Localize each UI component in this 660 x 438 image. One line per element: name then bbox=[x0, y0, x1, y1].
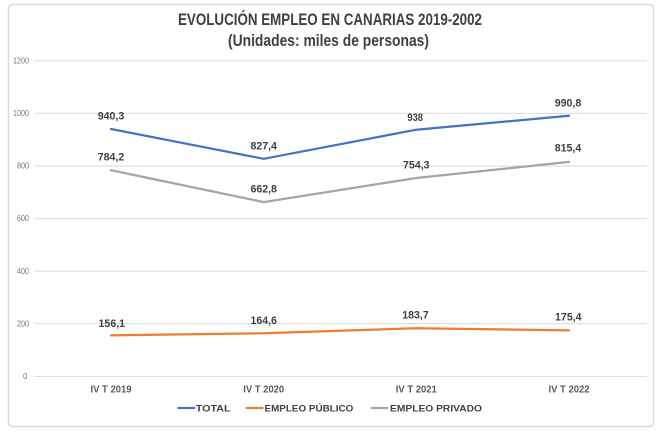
svg-text:EMPLEO PÚBLICO: EMPLEO PÚBLICO bbox=[265, 402, 354, 414]
svg-text:EVOLUCIÓN EMPLEO EN CANARIAS 2: EVOLUCIÓN EMPLEO EN CANARIAS 2019-2002 bbox=[178, 10, 482, 29]
svg-text:1200: 1200 bbox=[13, 56, 29, 65]
svg-text:183,7: 183,7 bbox=[402, 309, 429, 321]
svg-text:815,4: 815,4 bbox=[555, 143, 582, 155]
svg-text:IV T 2019: IV T 2019 bbox=[91, 385, 132, 396]
svg-text:662,8: 662,8 bbox=[250, 184, 277, 196]
svg-text:940,3: 940,3 bbox=[98, 111, 125, 123]
svg-text:IV T 2020: IV T 2020 bbox=[243, 385, 284, 396]
svg-text:784,2: 784,2 bbox=[98, 152, 125, 164]
svg-text:156,1: 156,1 bbox=[99, 318, 126, 330]
svg-text:IV T 2021: IV T 2021 bbox=[396, 385, 437, 396]
svg-text:400: 400 bbox=[17, 267, 29, 276]
svg-text:0: 0 bbox=[23, 372, 28, 381]
svg-text:600: 600 bbox=[17, 214, 29, 223]
svg-text:990,8: 990,8 bbox=[555, 98, 582, 110]
svg-text:EMPLEO PRIVADO: EMPLEO PRIVADO bbox=[390, 403, 482, 414]
svg-text:754,3: 754,3 bbox=[403, 160, 430, 172]
svg-text:(Unidades: miles de personas): (Unidades: miles de personas) bbox=[228, 32, 429, 50]
svg-text:TOTAL: TOTAL bbox=[196, 403, 231, 414]
svg-text:175,4: 175,4 bbox=[555, 312, 582, 324]
svg-text:200: 200 bbox=[17, 319, 29, 328]
svg-text:1000: 1000 bbox=[13, 109, 29, 118]
svg-text:164,6: 164,6 bbox=[250, 315, 277, 327]
svg-text:IV T 2022: IV T 2022 bbox=[549, 385, 590, 396]
svg-text:938: 938 bbox=[407, 112, 423, 124]
svg-text:800: 800 bbox=[17, 162, 29, 171]
svg-text:827,4: 827,4 bbox=[250, 140, 277, 152]
